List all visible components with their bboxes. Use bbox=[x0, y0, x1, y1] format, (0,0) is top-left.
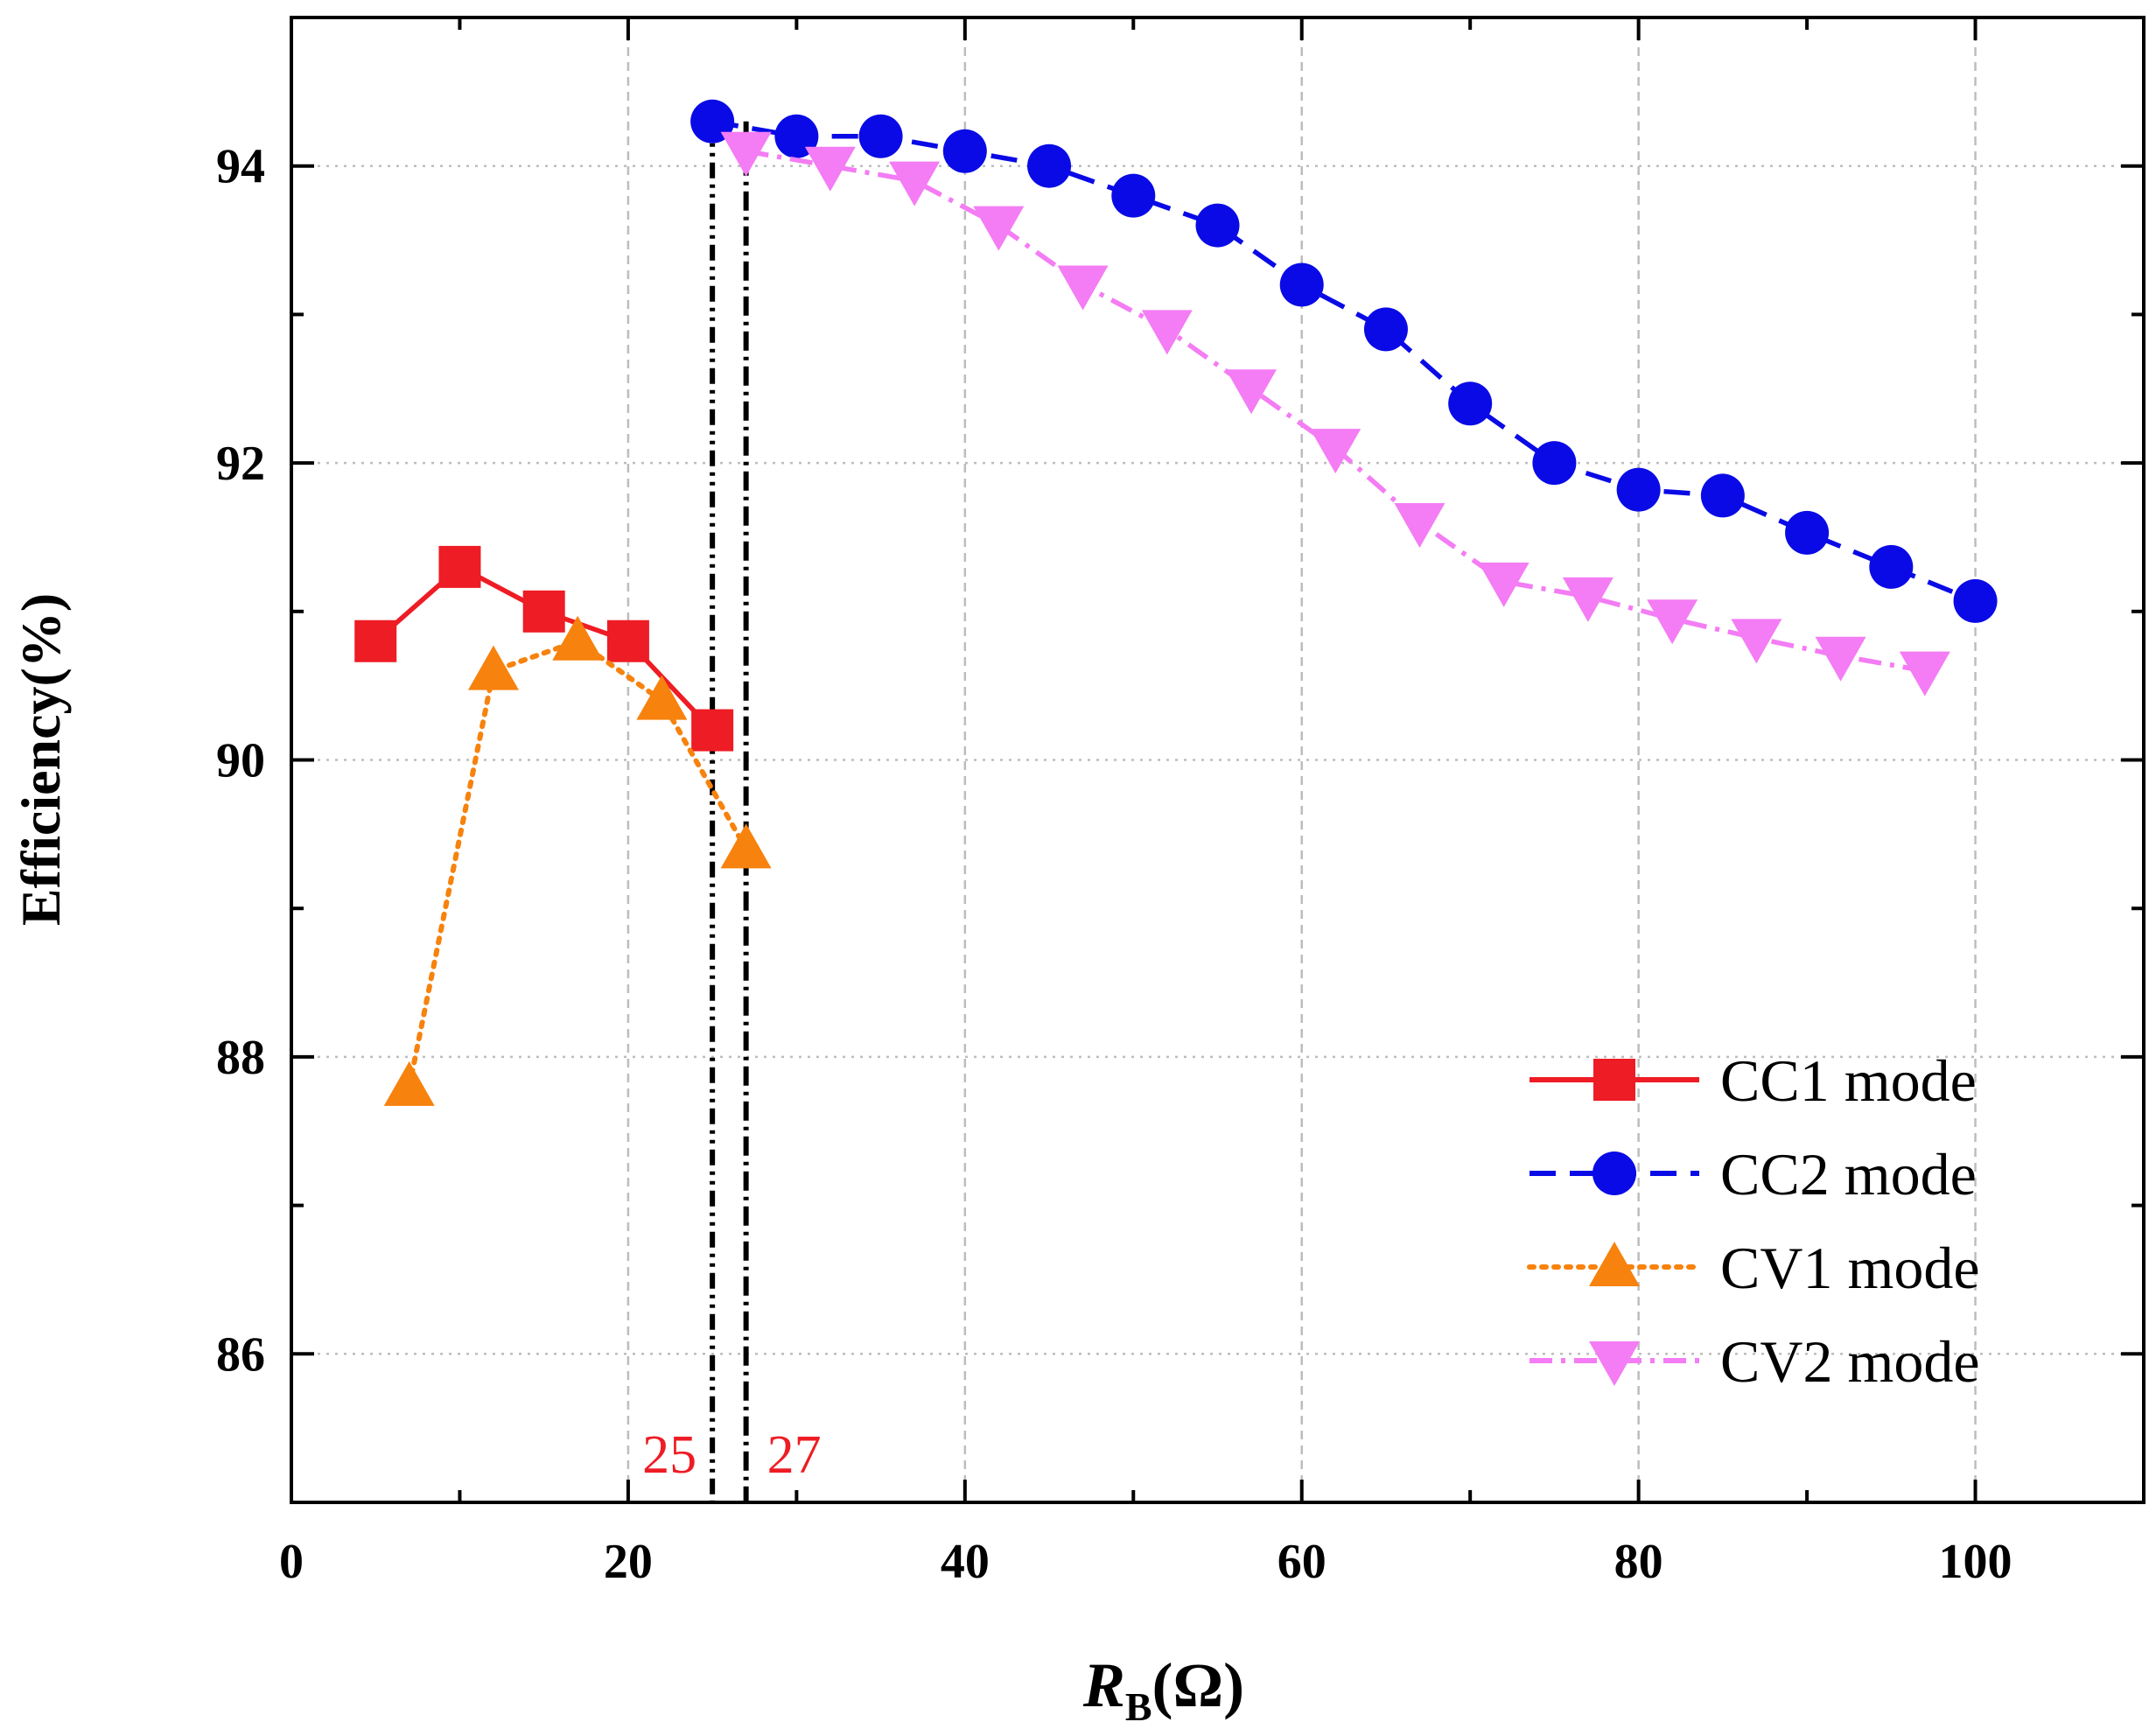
data-point bbox=[1111, 173, 1156, 218]
legend-label: CV2 mode bbox=[1720, 1328, 1980, 1395]
data-point bbox=[636, 675, 688, 720]
y-tick-label: 88 bbox=[216, 1031, 265, 1085]
data-point bbox=[1869, 544, 1914, 589]
data-point bbox=[1562, 577, 1614, 622]
data-point bbox=[1532, 441, 1577, 486]
data-point bbox=[691, 709, 734, 752]
x-tick-label: 60 bbox=[1278, 1535, 1326, 1589]
x-tick-label: 20 bbox=[604, 1535, 653, 1589]
data-point bbox=[889, 161, 941, 206]
data-point bbox=[606, 620, 649, 662]
series-cc1-mode bbox=[354, 545, 734, 752]
y-tick-label: 92 bbox=[216, 437, 265, 491]
series-line bbox=[746, 149, 1926, 674]
data-point bbox=[720, 823, 772, 869]
legend-item-cv2-mode: CV2 mode bbox=[1530, 1328, 1980, 1395]
data-point bbox=[1279, 262, 1324, 307]
data-point bbox=[1647, 599, 1698, 645]
data-point bbox=[804, 146, 856, 192]
data-point bbox=[1394, 502, 1446, 548]
x-tick-label: 40 bbox=[941, 1535, 990, 1589]
x-axis-title: RB(Ω) bbox=[1082, 1650, 1244, 1729]
data-point bbox=[522, 590, 565, 633]
axes: 0 20 40 60 80 100 86 88 90 92 94 bbox=[216, 16, 2146, 1589]
data-point bbox=[1363, 307, 1408, 352]
grid bbox=[291, 18, 2144, 1502]
data-point bbox=[1616, 467, 1661, 512]
data-point bbox=[1815, 636, 1866, 682]
legend-marker bbox=[1592, 1152, 1636, 1195]
legend-label: CC2 mode bbox=[1720, 1141, 1977, 1208]
data-point bbox=[1141, 310, 1193, 355]
legend-marker bbox=[1593, 1059, 1635, 1101]
data-point bbox=[1731, 619, 1782, 664]
y-tick-label: 90 bbox=[216, 734, 265, 788]
series-cv1-mode bbox=[383, 615, 772, 1106]
x-axis-title-unit: (Ω) bbox=[1152, 1650, 1245, 1720]
data-point bbox=[1785, 510, 1830, 555]
reference-label-25: 25 bbox=[642, 1425, 696, 1485]
data-point bbox=[1700, 473, 1745, 518]
legend: CC1 mode CC2 mode CV1 mode CV2 mode bbox=[1527, 1047, 1980, 1395]
data-point bbox=[1953, 578, 1998, 623]
legend-marker bbox=[1589, 1242, 1640, 1286]
data-point bbox=[467, 645, 519, 690]
legend-item-cc2-mode: CC2 mode bbox=[1530, 1141, 1977, 1208]
data-point bbox=[438, 545, 481, 588]
data-point bbox=[1057, 265, 1109, 311]
data-point bbox=[383, 1060, 435, 1106]
annotations: 25 27 bbox=[642, 1425, 821, 1485]
legend-label: CV1 mode bbox=[1720, 1235, 1980, 1301]
data-point bbox=[354, 620, 397, 662]
legend-item-cv1-mode: CV1 mode bbox=[1527, 1235, 1980, 1301]
legend-marker bbox=[1589, 1341, 1640, 1386]
x-axis-title-sub: B bbox=[1125, 1684, 1152, 1729]
data-point bbox=[1448, 382, 1493, 426]
x-tick-label: 100 bbox=[1939, 1535, 2012, 1589]
series-line bbox=[406, 638, 749, 1089]
series-cv2-mode bbox=[720, 131, 1950, 696]
y-axis-title: Efficiency(%) bbox=[10, 593, 72, 926]
data-point bbox=[1225, 369, 1277, 415]
series-layer bbox=[354, 99, 1998, 1106]
series-cc2-mode bbox=[690, 99, 1998, 623]
reference-lines bbox=[710, 121, 749, 1502]
data-point bbox=[858, 114, 903, 158]
data-point bbox=[1478, 562, 1530, 607]
series-line bbox=[711, 119, 1977, 604]
data-point bbox=[942, 129, 987, 173]
data-point bbox=[1195, 203, 1240, 248]
data-point bbox=[1027, 144, 1072, 188]
x-axis-title-main: R bbox=[1082, 1650, 1125, 1720]
data-point bbox=[973, 206, 1025, 251]
x-tick-label: 0 bbox=[279, 1535, 304, 1589]
x-tick-label: 80 bbox=[1614, 1535, 1663, 1589]
data-point bbox=[720, 131, 772, 177]
y-tick-label: 94 bbox=[216, 140, 265, 194]
legend-label: CC1 mode bbox=[1720, 1047, 1977, 1114]
legend-item-cc1-mode: CC1 mode bbox=[1530, 1047, 1977, 1114]
data-point bbox=[552, 615, 604, 661]
reference-label-27: 27 bbox=[767, 1425, 822, 1485]
data-point bbox=[1310, 429, 1362, 474]
y-tick-label: 86 bbox=[216, 1327, 265, 1382]
data-point bbox=[1899, 651, 1950, 696]
